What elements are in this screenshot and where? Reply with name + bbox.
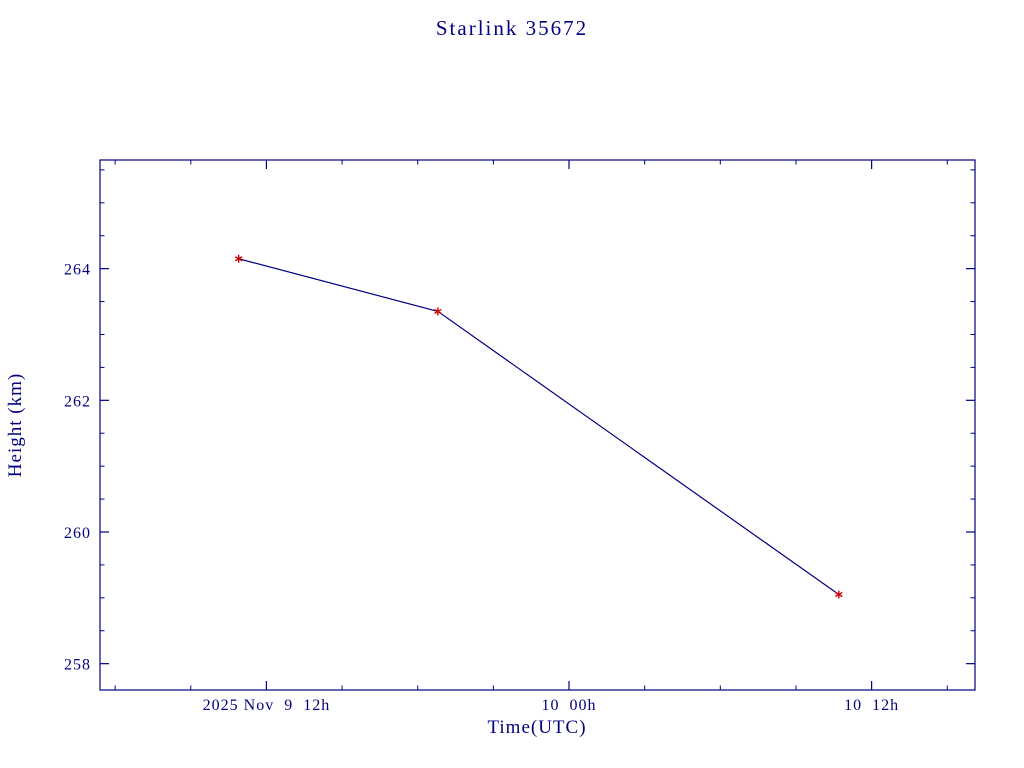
data-point-marker	[234, 256, 243, 262]
x-tick-label: 10 00h	[542, 697, 597, 714]
x-tick-label: 10 12h	[844, 697, 899, 714]
y-tick-label: 260	[64, 525, 91, 542]
x-tick-label: 2025 Nov 9 12h	[203, 697, 331, 714]
data-point-marker	[434, 308, 442, 315]
chart-title: Starlink 35672	[435, 16, 589, 40]
y-tick-label: 262	[64, 393, 91, 410]
y-tick-label: 258	[64, 657, 91, 674]
plot-frame	[99, 159, 976, 691]
y-tick-label: 264	[64, 262, 91, 279]
data-point-marker	[835, 591, 843, 598]
x-axis-label: Time(UTC)	[487, 717, 587, 738]
height-data-line	[238, 258, 840, 596]
